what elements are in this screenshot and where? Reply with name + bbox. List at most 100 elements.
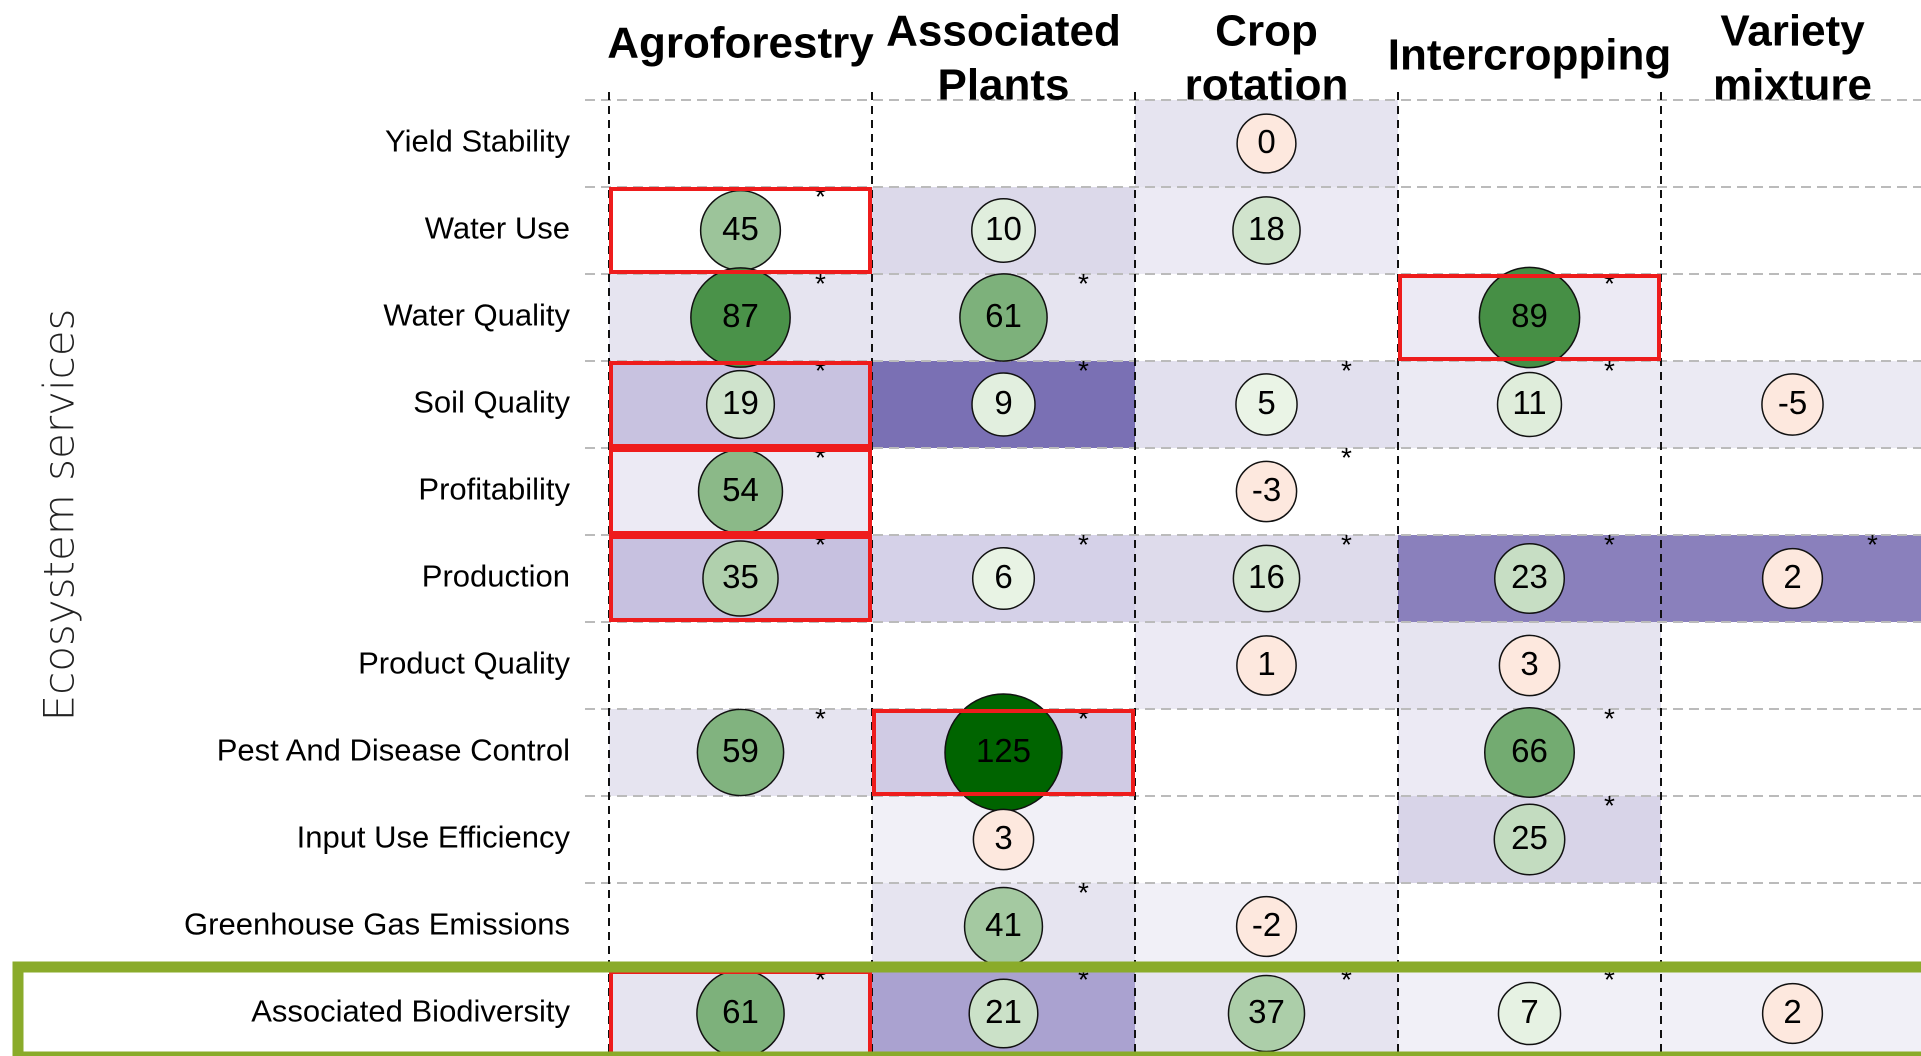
significance-marker: * — [815, 181, 826, 212]
bubble — [1496, 371, 1563, 438]
bubble-value: 3 — [994, 819, 1012, 856]
bubble — [1236, 635, 1297, 696]
bubble-value: 66 — [1511, 732, 1548, 769]
bubble-value: 2 — [1783, 558, 1801, 595]
bubble — [1236, 113, 1297, 174]
significance-marker: * — [1341, 964, 1352, 995]
significance-marker: * — [815, 703, 826, 734]
significance-marker: * — [1867, 529, 1878, 560]
bubble-value: 45 — [722, 210, 759, 247]
significance-marker: * — [1604, 268, 1615, 299]
bubble — [690, 267, 791, 368]
bubble-value: 89 — [1511, 297, 1548, 334]
bubble — [1235, 895, 1298, 958]
significance-marker: * — [1604, 964, 1615, 995]
bubble-value: 10 — [985, 210, 1022, 247]
bubble — [696, 708, 785, 797]
bubble-value: 54 — [722, 471, 759, 508]
significance-marker: * — [1341, 442, 1352, 473]
bubble-value: 25 — [1511, 819, 1548, 856]
column-header: Variety — [1720, 7, 1865, 56]
column-header: Plants — [937, 61, 1069, 110]
significance-marker: * — [1604, 529, 1615, 560]
bubble — [1761, 547, 1824, 610]
bubble-value: 87 — [722, 297, 759, 334]
row-label: Associated Biodiversity — [251, 994, 570, 1029]
significance-marker: * — [1078, 268, 1089, 299]
bubble — [971, 546, 1036, 611]
bubble-value: 21 — [985, 993, 1022, 1030]
bubble-value: 59 — [722, 732, 759, 769]
bubble-value: 5 — [1257, 384, 1275, 421]
bubble — [1235, 373, 1298, 436]
bubble — [1478, 266, 1581, 369]
row-label: Yield Stability — [385, 124, 570, 159]
bubble — [1232, 544, 1301, 613]
bubble — [1235, 460, 1298, 523]
bubble-value: 61 — [722, 993, 759, 1030]
bubble-value: -3 — [1252, 471, 1281, 508]
row-label: Production — [422, 559, 570, 594]
bubble-value: 1 — [1257, 645, 1275, 682]
bubble-value: 41 — [985, 906, 1022, 943]
bubble — [972, 808, 1035, 871]
bubble — [705, 369, 776, 440]
highlight-box — [609, 187, 872, 274]
bubble — [971, 198, 1036, 263]
bubble — [1493, 803, 1566, 876]
bubble-value: 2 — [1783, 993, 1801, 1030]
row-label: Water Quality — [383, 298, 570, 333]
bubble — [1761, 982, 1824, 1045]
bubble-value: 18 — [1248, 210, 1285, 247]
bubble — [1493, 542, 1566, 615]
focus-row-box — [12, 961, 1921, 1056]
bubble-value: 0 — [1257, 123, 1275, 160]
row-label: Pest And Disease Control — [217, 733, 570, 768]
bubble — [959, 273, 1048, 362]
bubble-value: 9 — [994, 384, 1012, 421]
column-header: Intercropping — [1388, 31, 1672, 80]
significance-marker: * — [815, 268, 826, 299]
column-header: Agroforestry — [607, 19, 874, 68]
highlight-box — [872, 709, 1135, 796]
bubble — [1498, 634, 1561, 697]
bubble-value: 61 — [985, 297, 1022, 334]
bubble-value: 37 — [1248, 993, 1285, 1030]
significance-marker: * — [1604, 703, 1615, 734]
bubble — [968, 978, 1039, 1049]
significance-marker: * — [815, 964, 826, 995]
bubble-value: 11 — [1512, 384, 1546, 421]
highlight-box — [1398, 274, 1661, 361]
highlight-box — [609, 448, 872, 535]
row-label: Product Quality — [358, 646, 570, 681]
bubble — [971, 372, 1036, 437]
column-header: Associated — [886, 7, 1121, 56]
bubble — [702, 540, 779, 617]
bubble-value: -5 — [1778, 384, 1807, 421]
bubble-value: 23 — [1511, 558, 1548, 595]
significance-marker: * — [815, 529, 826, 560]
significance-marker: * — [1078, 964, 1089, 995]
significance-marker: * — [1341, 355, 1352, 386]
bubble-value: 19 — [722, 384, 759, 421]
row-label: Water Use — [425, 211, 570, 246]
bubble-value: 16 — [1248, 558, 1285, 595]
row-label: Input Use Efficiency — [297, 820, 571, 855]
bubble-value: -2 — [1252, 906, 1281, 943]
row-label: Soil Quality — [413, 385, 570, 420]
significance-marker: * — [1078, 877, 1089, 908]
bubble-value: 3 — [1520, 645, 1538, 682]
highlight-box — [609, 361, 872, 448]
column-header: rotation — [1185, 61, 1349, 110]
significance-marker: * — [1341, 529, 1352, 560]
bubble-value: 35 — [722, 558, 759, 595]
bubble-value: 7 — [1520, 993, 1538, 1030]
significance-marker: * — [815, 442, 826, 473]
bubble — [1497, 981, 1562, 1046]
highlight-box — [609, 535, 872, 622]
significance-marker: * — [1078, 355, 1089, 386]
bubble-value: 125 — [976, 732, 1031, 769]
significance-marker: * — [815, 355, 826, 386]
significance-marker: * — [1078, 529, 1089, 560]
row-label: Greenhouse Gas Emissions — [184, 907, 570, 942]
